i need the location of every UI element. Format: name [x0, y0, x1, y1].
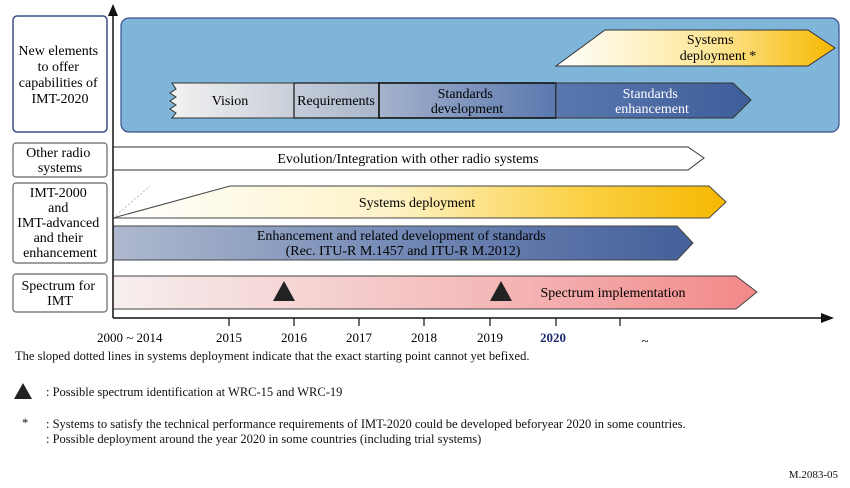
tick-label-2019: 2019 — [477, 330, 503, 345]
note-star-symbol: * — [22, 416, 29, 430]
row-label-imt-advanced: IMT-2000 and IMT-advanced and their enha… — [17, 186, 102, 261]
x-axis-tick-labels: 2000 ~ 2014 2015 2016 2017 2018 2019 202… — [97, 330, 649, 348]
tick-label-2000-2014: 2000 ~ 2014 — [97, 330, 163, 345]
imt2020-deployment-label: Systems deployment * — [680, 33, 757, 64]
row-label-box-other-radio — [12, 142, 108, 178]
y-axis-arrowhead — [108, 4, 118, 16]
row-label-box-imt-advanced — [12, 182, 108, 264]
note-star-line-1: : Systems to satisfy the technical perfo… — [46, 417, 686, 431]
row-label-imt2020: New elements to offer capabilities of IM… — [18, 44, 101, 107]
sloped-dotted-start-line — [112, 185, 151, 219]
standards-enhancement-label: Standards enhancement — [615, 87, 689, 117]
row-label-box-imt2020 — [12, 15, 108, 133]
legend-triangle-icon — [14, 383, 32, 399]
note-star-line-2: : Possible deployment around the year 20… — [46, 432, 482, 446]
imt-advanced-deployment-arrow — [112, 185, 727, 219]
enhancement-arrow-label: Enhancement and related development of s… — [257, 229, 549, 259]
x-axis-arrowhead — [821, 313, 834, 323]
standards-enhancement-arrow — [555, 82, 752, 119]
requirements-label: Requirements — [297, 94, 375, 109]
figure-id: M.2083-05 — [788, 469, 838, 481]
spectrum-arrow-label: Spectrum implementation — [540, 286, 685, 301]
row-label-other-radio: Other radio systems — [26, 146, 94, 176]
row-label-box-spectrum — [12, 273, 108, 313]
note-triangle: : Possible spectrum identification at WR… — [46, 385, 343, 399]
imt2020-deployment-arrow — [554, 29, 836, 67]
other-radio-arrow-label: Evolution/Integration with other radio s… — [277, 152, 538, 167]
vision-label: Vision — [212, 94, 249, 109]
wrc-19-triangle-icon — [490, 281, 512, 301]
standards-development-label: Standards development — [431, 87, 503, 117]
tick-label-2017: 2017 — [346, 330, 373, 345]
tick-label-2018: 2018 — [411, 330, 437, 345]
tick-label-2020: 2020 — [540, 330, 566, 345]
tick-label-2015: 2015 — [216, 330, 242, 345]
row-label-spectrum: Spectrum for IMT — [22, 279, 99, 309]
note-sloped-lines: The sloped dotted lines in systems deplo… — [15, 349, 530, 363]
tick-label-2016: 2016 — [281, 330, 308, 345]
requirements-segment — [293, 82, 380, 119]
x-axis-ticks — [228, 318, 621, 326]
wrc-15-triangle-icon — [273, 281, 295, 301]
tick-label-tilde: ~ — [641, 333, 648, 348]
imt-advanced-deployment-label: Systems deployment — [359, 196, 475, 211]
